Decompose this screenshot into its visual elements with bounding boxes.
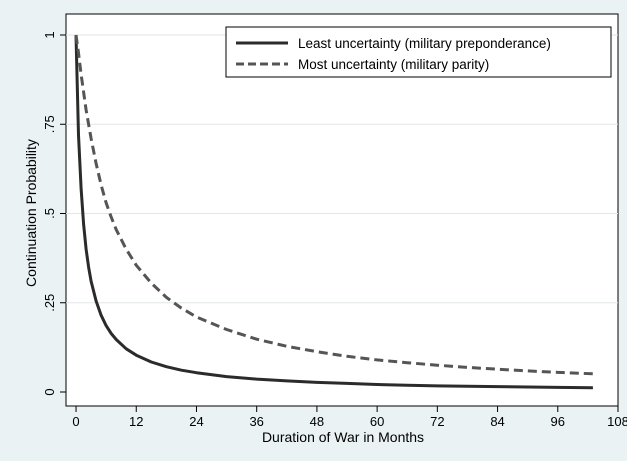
x-tick-label: 36 xyxy=(249,414,263,429)
legend-label-least-uncertainty: Least uncertainty (military preponderanc… xyxy=(298,36,551,51)
x-tick-label: 72 xyxy=(430,414,444,429)
series-line-least-uncertainty xyxy=(74,34,593,390)
legend-box xyxy=(225,26,612,78)
y-tick-label: .25 xyxy=(42,294,57,312)
y-tick-label: .75 xyxy=(42,115,57,133)
series-lines xyxy=(74,34,593,390)
x-tick-label: 0 xyxy=(72,414,79,429)
legend: Least uncertainty (military preponderanc… xyxy=(225,26,612,78)
x-tick-label: 84 xyxy=(490,414,504,429)
y-axis-title: Continuation Probability xyxy=(23,139,39,287)
x-tick-label: 108 xyxy=(607,414,627,429)
y-tick-label: 1 xyxy=(42,31,57,38)
plot-area xyxy=(65,13,619,407)
legend-label-most-uncertainty: Most uncertainty (military parity) xyxy=(298,57,489,72)
x-tick-label: 60 xyxy=(370,414,384,429)
x-tick-label: 12 xyxy=(129,414,143,429)
y-tick-label: 0 xyxy=(42,388,57,395)
x-tick-label: 96 xyxy=(551,414,565,429)
x-tick-label: 48 xyxy=(310,414,324,429)
axes: 0 .25 .5 .75 1 0 12 24 36 48 60 72 84 96 108 xyxy=(42,31,627,429)
y-tick-label: .5 xyxy=(42,208,57,219)
x-tick-label: 24 xyxy=(189,414,203,429)
series-line-most-uncertainty xyxy=(74,34,593,376)
x-axis-title: Duration of War in Months xyxy=(262,429,424,445)
